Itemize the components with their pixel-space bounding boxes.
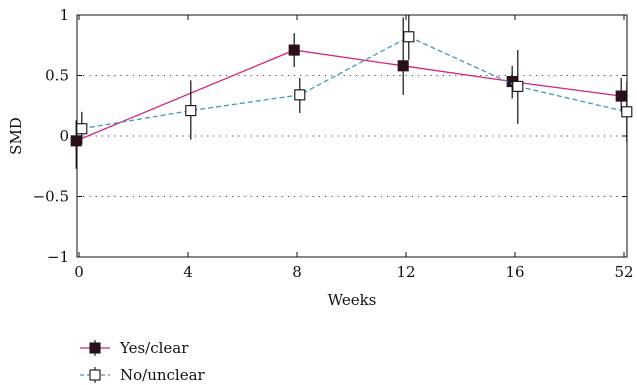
x-tick-label: 4 (183, 263, 193, 281)
legend: Yes/clear No/unclear (80, 339, 206, 384)
legend-label-no-unclear: No/unclear (120, 366, 206, 384)
x-axis-label: Weeks (328, 291, 377, 309)
data-point-yes-clear (288, 44, 300, 56)
x-tick-label: 0 (74, 263, 84, 281)
grid-layer (77, 75, 627, 197)
plot-frame (76, 14, 628, 258)
x-tick-label: 52 (614, 263, 633, 281)
data-point-no-unclear (185, 105, 197, 117)
x-tick-label: 8 (292, 263, 302, 281)
legend-marker-yes-clear (89, 342, 101, 354)
series-line-yes-clear (75, 49, 622, 142)
y-tick-label: 0 (59, 127, 69, 145)
x-tick-label: 12 (396, 263, 415, 281)
series-line-no-unclear (81, 36, 627, 130)
y-axis-label: SMD (7, 117, 25, 155)
y-tick-label: 1 (59, 6, 69, 24)
y-tick-label: −0.5 (33, 188, 69, 206)
legend-label-yes-clear: Yes/clear (119, 339, 189, 357)
y-tick-label: −1 (47, 248, 69, 266)
data-point-no-unclear (512, 80, 524, 92)
data-point-yes-clear (615, 90, 627, 102)
data-point-no-unclear (76, 123, 88, 135)
data-point-yes-clear (70, 135, 82, 147)
x-tick-label: 16 (505, 263, 524, 281)
data-point-no-unclear (403, 31, 415, 43)
legend-marker-no-unclear (89, 369, 101, 381)
ticks-layer: −1 −0.5 0 0.5 1 0 4 8 12 16 52 (33, 6, 634, 281)
y-tick-label: 0.5 (45, 67, 69, 85)
series-layer (70, 15, 633, 169)
data-point-yes-clear (397, 60, 409, 72)
data-point-no-unclear (294, 89, 306, 101)
data-point-no-unclear (621, 106, 633, 118)
